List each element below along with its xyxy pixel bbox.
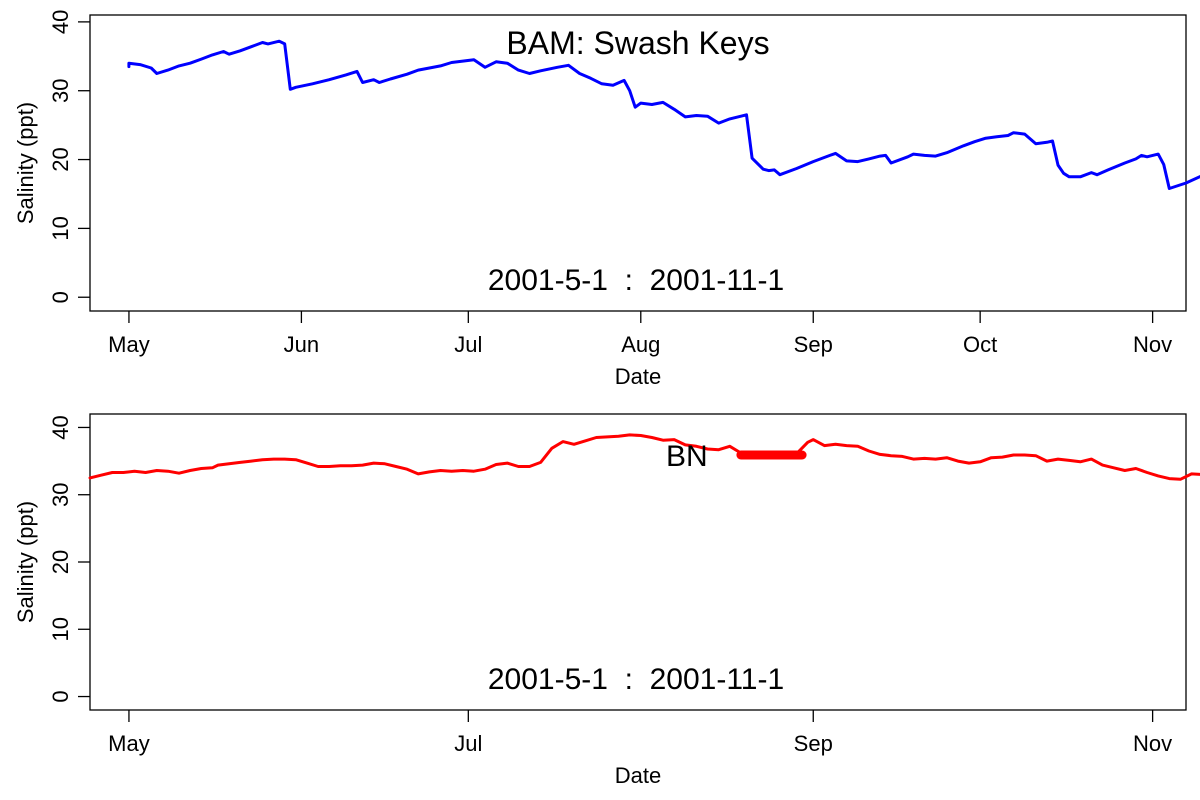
x-axis-label-bottom: Date (615, 763, 661, 788)
series-group-bottom (88, 433, 1200, 481)
y-axis-label-top: Salinity (ppt) (13, 102, 38, 224)
y-axis-top: 0 10 20 30 40 (48, 10, 90, 303)
x-tick-label: Jul (454, 731, 482, 756)
y-tick-label: 20 (48, 550, 73, 574)
x-tick-label: Jul (454, 332, 482, 357)
salinity-series-line (127, 39, 1200, 190)
y-tick-label: 10 (48, 216, 73, 240)
x-tick-label: Oct (963, 332, 997, 357)
y-tick-label: 30 (48, 482, 73, 506)
chart-title: BAM: Swash Keys (506, 25, 769, 61)
x-tick-label: Sep (794, 332, 833, 357)
x-tick-label: Jun (284, 332, 319, 357)
x-axis-label-top: Date (615, 364, 661, 389)
bn-annotation: BN (666, 440, 708, 473)
y-axis-bottom: 0 10 20 30 40 (48, 415, 90, 703)
plot-frame-top (89, 14, 1187, 312)
x-axis-top: May Jun Jul Aug Sep Oct Nov (108, 311, 1172, 357)
y-tick-label: 20 (48, 147, 73, 171)
y-tick-label: 0 (48, 291, 73, 303)
y-tick-label: 30 (48, 78, 73, 102)
y-tick-label: 40 (48, 415, 73, 439)
salinity-series-line (88, 433, 1200, 481)
chart-panel-bottom: 0 10 20 30 40 May Jul Sep Nov BN 2001-5-1 : 200… (13, 413, 1200, 788)
x-tick-label: Sep (794, 731, 833, 756)
y-axis-label-bottom: Salinity (ppt) (13, 501, 38, 623)
y-tick-label: 10 (48, 617, 73, 641)
y-tick-label: 40 (48, 10, 73, 34)
x-tick-label: Nov (1133, 332, 1172, 357)
x-tick-label: May (108, 332, 150, 357)
chart-panel-top: 0 10 20 30 40 May Jun Jul Aug Sep Oct Nov BAM: Swa… (13, 10, 1200, 389)
series-group-top (127, 39, 1200, 190)
x-tick-label: May (108, 731, 150, 756)
date-range-label-bottom: 2001-5-1 : 2001-11-1 (488, 663, 784, 696)
date-range-label-top: 2001-5-1 : 2001-11-1 (488, 264, 784, 297)
y-tick-label: 0 (48, 690, 73, 702)
x-axis-bottom: May Jul Sep Nov (108, 710, 1172, 756)
x-tick-label: Nov (1133, 731, 1172, 756)
x-tick-label: Aug (621, 332, 660, 357)
